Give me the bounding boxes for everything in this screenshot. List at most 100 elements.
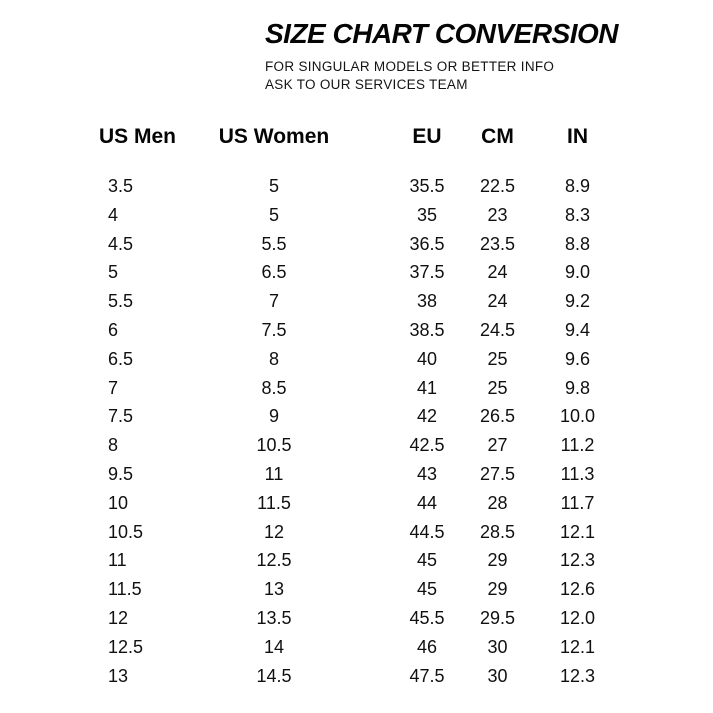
- size-conversion-table: US Men US Women EU CM IN 3.5 5 35.5 22.5 8.9…: [60, 123, 625, 690]
- table-row: 3.5 5 35.5 22.5 8.9: [60, 172, 625, 201]
- table-cell: 10.5: [108, 521, 144, 542]
- table-cell: 44.5: [409, 521, 445, 542]
- table-row: 4 5 35 23 8.3: [60, 201, 625, 230]
- table-cell: 27.5: [479, 463, 516, 484]
- table-cell: 12: [263, 521, 285, 542]
- table-cell: 4: [108, 204, 119, 225]
- table-cell: 38.5: [409, 319, 445, 340]
- table-cell: 29: [487, 550, 508, 571]
- table-cell: 13: [108, 665, 129, 686]
- table-row: 5 6.5 37.5 24 9.0: [60, 258, 625, 287]
- table-row: 10 11.5 44 28 11.7: [60, 489, 625, 518]
- table-cell: 9.4: [564, 319, 591, 340]
- table-cell: 10: [108, 492, 129, 513]
- table-cell: 25: [487, 348, 508, 369]
- table-cell: 45: [416, 579, 438, 600]
- table-cell: 24: [487, 262, 508, 283]
- table-cell: 30: [487, 665, 508, 686]
- table-cell: 7.5: [108, 406, 134, 427]
- table-cell: 11.2: [560, 435, 595, 456]
- table-cell: 42.5: [409, 435, 445, 456]
- table-cell: 8: [108, 435, 119, 456]
- table-body: 3.5 5 35.5 22.5 8.9 4 5 35 23 8.3 4.5 5.5 36.5 23.5 8.…: [60, 172, 625, 690]
- table-cell: 42: [416, 406, 438, 427]
- table-cell: 28: [487, 492, 508, 513]
- table-cell: 12: [108, 607, 129, 628]
- table-cell: 5.5: [261, 233, 287, 254]
- table-cell: 10.0: [559, 406, 596, 427]
- table-row: 12.5 14 46 30 12.1: [60, 633, 625, 662]
- table-row: 11 12.5 45 29 12.3: [60, 546, 625, 575]
- table-row: 6.5 8 40 25 9.6: [60, 345, 625, 374]
- table-cell: 26.5: [479, 406, 516, 427]
- table-cell: 11: [264, 463, 284, 484]
- table-row: 12 13.5 45.5 29.5 12.0: [60, 604, 625, 633]
- table-cell: 23: [487, 204, 508, 225]
- table-cell: 14.5: [256, 665, 292, 686]
- table-cell: 12.5: [108, 636, 144, 657]
- table-cell: 46: [416, 636, 438, 657]
- table-cell: 44: [416, 492, 438, 513]
- table-cell: 41: [416, 377, 438, 398]
- table-cell: 38: [416, 291, 438, 312]
- table-cell: 13.5: [256, 607, 292, 628]
- table-cell: 37.5: [409, 262, 445, 283]
- table-cell: 11.3: [560, 463, 595, 484]
- table-cell: 4.5: [108, 233, 134, 254]
- table-cell: 29.5: [479, 607, 516, 628]
- table-cell: 14: [263, 636, 285, 657]
- subtitle: FOR SINGULAR MODELS OR BETTER INFO ASK T…: [265, 58, 713, 94]
- table-cell: 7: [268, 291, 279, 312]
- table-row: 6 7.5 38.5 24.5 9.4: [60, 316, 625, 345]
- column-header-us-women: US Women: [218, 125, 330, 148]
- table-row: 8 10.5 42.5 27 11.2: [60, 431, 625, 460]
- table-cell: 25: [487, 377, 508, 398]
- table-cell: 45.5: [409, 607, 445, 628]
- table-cell: 6.5: [108, 348, 134, 369]
- table-cell: 9.2: [564, 291, 591, 312]
- table-cell: 28.5: [479, 521, 516, 542]
- subtitle-line-2: ASK TO OUR SERVICES TEAM: [265, 77, 468, 92]
- table-cell: 9: [268, 406, 279, 427]
- table-cell: 11: [108, 550, 127, 571]
- table-cell: 12.3: [559, 665, 596, 686]
- table-cell: 3.5: [108, 176, 134, 196]
- table-cell: 7: [108, 377, 119, 398]
- table-cell: 11.5: [257, 492, 291, 513]
- table-cell: 47.5: [409, 665, 445, 686]
- table-cell: 36.5: [409, 233, 445, 254]
- table-cell: 24: [487, 291, 508, 312]
- table-cell: 5: [268, 204, 279, 225]
- table-cell: 22.5: [479, 176, 516, 196]
- table-cell: 8.3: [564, 204, 591, 225]
- header: SIZE CHART CONVERSION FOR SINGULAR MODEL…: [0, 0, 713, 94]
- table-cell: 7.5: [261, 319, 287, 340]
- page-title: SIZE CHART CONVERSION: [265, 18, 619, 49]
- table-row: 7 8.5 41 25 9.8: [60, 374, 625, 403]
- subtitle-line-1: FOR SINGULAR MODELS OR BETTER INFO: [265, 59, 555, 74]
- table-cell: 11.5: [108, 579, 142, 600]
- column-header-eu: EU: [412, 125, 442, 148]
- table-cell: 13: [263, 579, 285, 600]
- table-cell: 43: [416, 463, 438, 484]
- column-header-us-men: US Men: [98, 125, 176, 148]
- table-cell: 27: [487, 435, 508, 456]
- table-cell: 10.5: [256, 435, 292, 456]
- table-cell: 40: [416, 348, 438, 369]
- table-cell: 8.5: [261, 377, 287, 398]
- table-cell: 12.6: [559, 579, 596, 600]
- table-row: 5.5 7 38 24 9.2: [60, 287, 625, 316]
- table-cell: 9.6: [564, 348, 591, 369]
- table-cell: 35: [416, 204, 438, 225]
- table-header: US Men US Women EU CM IN: [60, 123, 625, 172]
- table-row: 9.5 11 43 27.5 11.3: [60, 460, 625, 489]
- table-cell: 12.3: [559, 550, 596, 571]
- table-cell: 12.1: [559, 521, 596, 542]
- table-row: 10.5 12 44.5 28.5 12.1: [60, 518, 625, 547]
- table-cell: 9.8: [564, 377, 591, 398]
- table-cell: 8.8: [564, 233, 591, 254]
- table-cell: 23.5: [479, 233, 516, 254]
- table-cell: 9.0: [564, 262, 591, 283]
- table-cell: 5.5: [108, 291, 134, 312]
